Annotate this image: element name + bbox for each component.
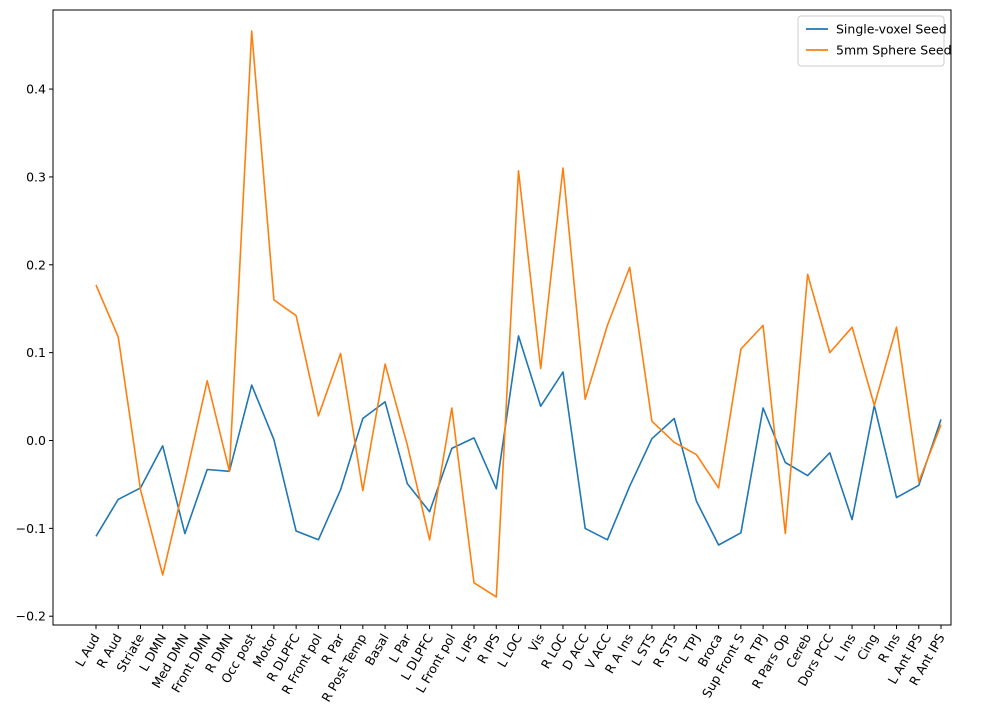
y-tick-label: 0.1 xyxy=(26,345,46,360)
y-tick-label: 0.4 xyxy=(26,82,46,97)
series-layer xyxy=(95,30,942,598)
y-tick-label: 0.3 xyxy=(26,169,46,184)
x-tick-label: Basal xyxy=(362,631,392,668)
y-tick-label: −0.1 xyxy=(16,521,46,536)
legend-label-1: Single-voxel Seed xyxy=(836,22,947,37)
y-axis-ticks: −0.2 −0.1 0.0 0.1 0.2 0.3 0.4 xyxy=(16,82,53,624)
x-tick-label: L Ins xyxy=(831,631,859,664)
y-tick-label: −0.2 xyxy=(16,609,46,624)
legend: Single-voxel Seed 5mm Sphere Seed xyxy=(797,15,952,67)
series-line-2 xyxy=(95,30,942,598)
legend-box xyxy=(797,15,945,67)
plot-frame xyxy=(52,9,952,626)
y-tick-label: 0.0 xyxy=(26,433,46,448)
y-tick-label: 0.2 xyxy=(26,257,46,272)
legend-label-2: 5mm Sphere Seed xyxy=(836,43,952,58)
series-line-1 xyxy=(95,335,942,546)
